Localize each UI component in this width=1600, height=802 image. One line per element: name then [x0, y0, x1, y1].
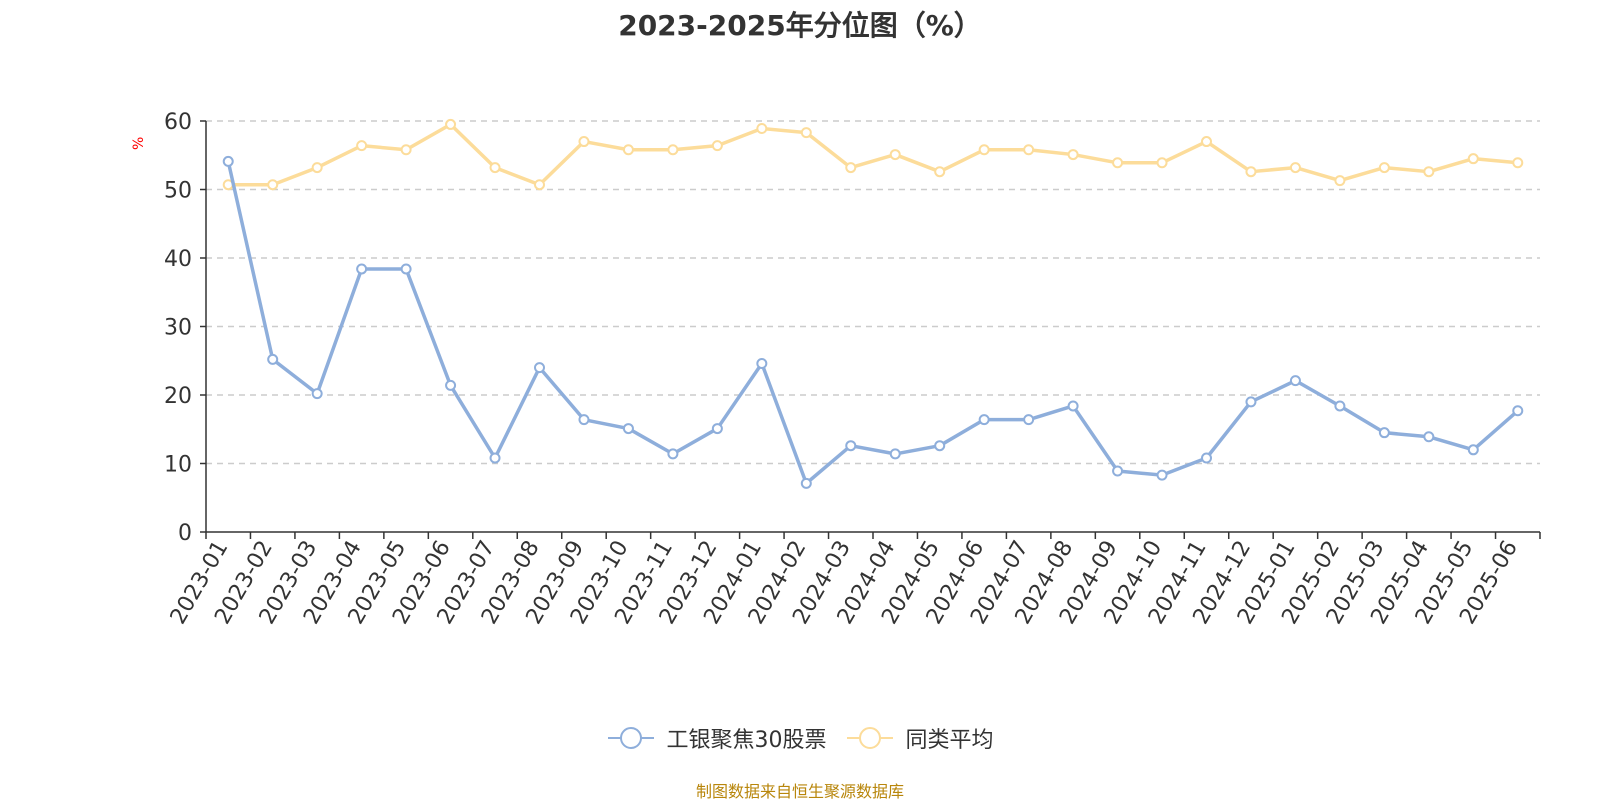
legend-item-series-1[interactable]: 工银聚焦30股票 [606, 722, 826, 754]
series-1-point[interactable] [1023, 414, 1035, 426]
series-2-point[interactable] [1245, 166, 1257, 178]
series-2-point[interactable] [934, 166, 946, 178]
series-2-point[interactable] [1512, 157, 1524, 169]
series-1-point[interactable] [1378, 427, 1390, 439]
series-1-point[interactable] [889, 448, 901, 460]
series-1-point[interactable] [622, 423, 634, 435]
series-2-point[interactable] [1334, 175, 1346, 187]
series-2-point[interactable] [356, 140, 368, 152]
grid-lines [206, 120, 1540, 465]
series-1-point[interactable] [1334, 400, 1346, 412]
series-2-point[interactable] [1289, 162, 1301, 174]
series-2-point[interactable] [800, 127, 812, 139]
series-1-point[interactable] [1289, 375, 1301, 387]
series-1-point[interactable] [311, 388, 323, 400]
series-2-point[interactable] [1467, 153, 1479, 165]
y-tick-label: 20 [164, 384, 192, 409]
y-tick-label: 50 [164, 179, 192, 204]
legend-label-series-2: 同类平均 [905, 728, 994, 753]
line-chart: 01020304050602023-012023-022023-032023-0… [164, 110, 1541, 629]
legend-label-series-1: 工银聚焦30股票 [666, 728, 827, 753]
series-1-point[interactable] [222, 155, 234, 167]
series-1-point[interactable] [978, 414, 990, 426]
series-1-point[interactable] [534, 362, 545, 374]
series-1-point[interactable] [1423, 431, 1435, 443]
series-2-point[interactable] [311, 162, 323, 174]
series-2-point[interactable] [1201, 136, 1212, 148]
series-2-point[interactable] [1423, 166, 1435, 178]
series-layer [222, 118, 1524, 489]
series-1-point[interactable] [445, 379, 457, 391]
series-1-point[interactable] [1245, 396, 1257, 408]
series-1-point[interactable] [578, 414, 590, 426]
y-tick-label: 10 [164, 453, 192, 478]
series-line-2 [228, 122, 1518, 187]
series-2-point[interactable] [578, 136, 590, 148]
series-1-point[interactable] [1156, 469, 1168, 481]
series-1-point[interactable] [400, 263, 412, 275]
series-1-point[interactable] [934, 440, 946, 452]
series-2-point[interactable] [711, 140, 723, 152]
series-1-point[interactable] [845, 440, 857, 452]
series-2-point[interactable] [622, 144, 634, 156]
series-2-point[interactable] [267, 179, 279, 191]
legend-marker-series-2 [847, 727, 894, 749]
source-note: 制图数据来自恒生聚源数据库 [695, 782, 904, 801]
series-1-point[interactable] [711, 423, 723, 435]
chart-title: 2023-2025年分位图（%） [618, 9, 982, 42]
series-1-point[interactable] [267, 353, 279, 365]
series-2-point[interactable] [1112, 157, 1124, 169]
series-2-point[interactable] [889, 149, 901, 161]
series-2-point[interactable] [1067, 149, 1079, 161]
series-1-point[interactable] [800, 477, 812, 489]
series-1-point[interactable] [1201, 452, 1212, 464]
series-line-1 [226, 161, 1519, 486]
series-1-point[interactable] [756, 357, 768, 369]
series-1-point[interactable] [667, 448, 679, 460]
series-2-point[interactable] [756, 123, 768, 135]
series-2-point[interactable] [667, 144, 679, 156]
series-2-point[interactable] [445, 118, 457, 130]
series-2-point[interactable] [978, 144, 990, 156]
y-tick-label: 40 [164, 247, 192, 272]
series-2-point[interactable] [1156, 157, 1168, 169]
legend-marker-series-1 [608, 727, 655, 749]
series-2-point[interactable] [534, 179, 545, 191]
axes: 01020304050602023-012023-022023-032023-0… [164, 110, 1541, 629]
series-1-point[interactable] [1512, 405, 1524, 417]
series-1-point[interactable] [356, 263, 368, 275]
series-1-point[interactable] [1467, 444, 1479, 456]
y-tick-label: 60 [164, 110, 192, 135]
legend: 工银聚焦30股票 同类平均 [0, 722, 1600, 756]
series-1-point[interactable] [1112, 465, 1124, 477]
y-tick-label: 0 [178, 521, 192, 546]
legend-item-series-2[interactable]: 同类平均 [845, 722, 994, 754]
series-2-point[interactable] [400, 144, 412, 156]
y-tick-label: 30 [164, 316, 192, 341]
series-2-point[interactable] [1378, 162, 1390, 174]
series-2-point[interactable] [489, 162, 501, 174]
series-1-point[interactable] [489, 452, 501, 464]
series-2-point[interactable] [845, 162, 857, 174]
series-1-point[interactable] [1067, 400, 1079, 412]
series-2-point[interactable] [1023, 144, 1035, 156]
